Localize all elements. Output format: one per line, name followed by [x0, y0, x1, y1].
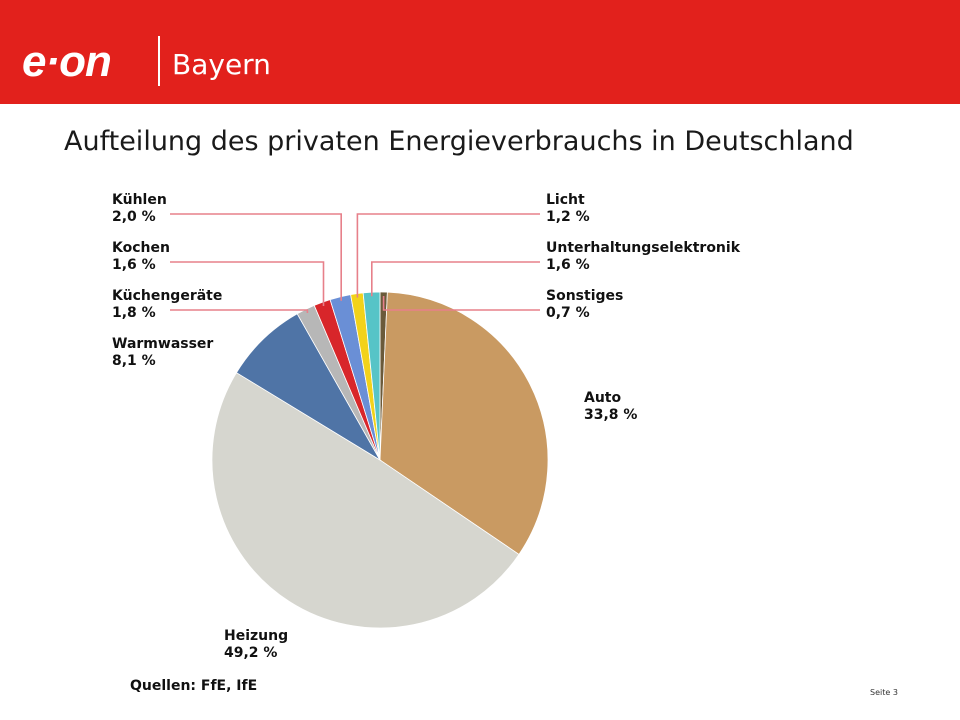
label-kochen: Kochen	[112, 240, 170, 256]
value-heizung: 49,2 %	[224, 645, 277, 661]
page-number: Seite 3	[870, 688, 898, 697]
leader-line-unterhaltungselektronik	[370, 261, 540, 297]
source-note: Quellen: FfE, IfE	[130, 678, 258, 694]
label-heizung: Heizung	[224, 628, 288, 644]
leader-line-sonstiges	[382, 296, 540, 311]
leader-line-licht	[356, 213, 540, 298]
label-kühlen: Kühlen	[112, 192, 167, 208]
leader-line-kühlen	[170, 213, 343, 301]
label-sonstiges: Sonstiges	[546, 288, 623, 304]
logo-divider	[158, 36, 160, 86]
value-unterhaltungselektronik: 1,6 %	[546, 257, 590, 273]
pie-slice-auto	[379, 291, 549, 555]
value-sonstiges: 0,7 %	[546, 305, 590, 321]
leader-line-kochen	[170, 261, 325, 306]
label-licht: Licht	[546, 192, 585, 208]
value-kühlen: 2,0 %	[112, 209, 156, 225]
label-warmwasser: Warmwasser	[112, 336, 213, 352]
value-licht: 1,2 %	[546, 209, 590, 225]
page-title: Aufteilung des privaten Energieverbrauch…	[64, 126, 854, 157]
eon-logo: e·on	[22, 37, 112, 86]
label-küchengeräte: Küchengeräte	[112, 288, 222, 304]
value-warmwasser: 8,1 %	[112, 353, 156, 369]
leader-line-küchengeräte	[170, 309, 309, 313]
value-auto: 33,8 %	[584, 407, 637, 423]
label-auto: Auto	[584, 390, 621, 406]
region-label: Bayern	[172, 48, 271, 81]
value-küchengeräte: 1,8 %	[112, 305, 156, 321]
header-bar: e·on Bayern	[0, 0, 960, 104]
pie-slice-heizung	[211, 372, 520, 629]
value-kochen: 1,6 %	[112, 257, 156, 273]
label-unterhaltungselektronik: Unterhaltungselektronik	[546, 240, 741, 256]
